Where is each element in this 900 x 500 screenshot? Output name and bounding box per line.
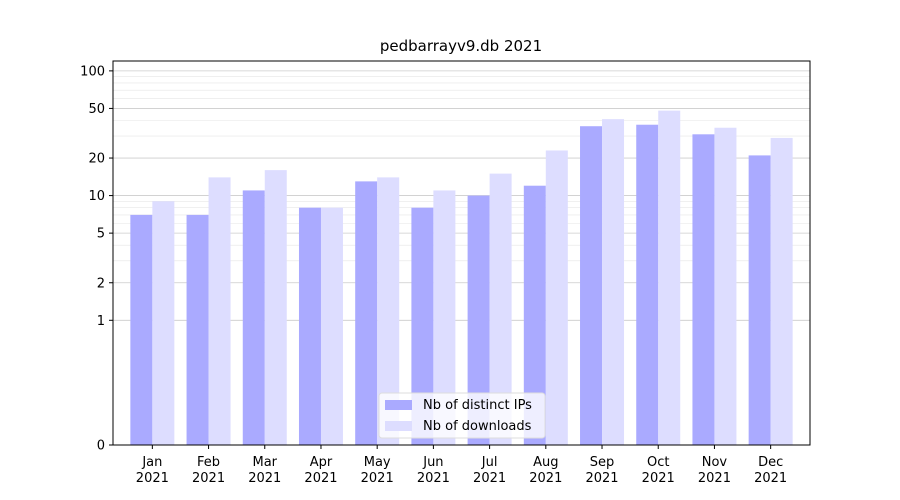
x-tick-label: 2021 xyxy=(136,471,169,486)
bar-distinct-ips xyxy=(187,215,209,445)
bar-downloads xyxy=(602,119,624,445)
y-tick-label: 5 xyxy=(97,227,105,242)
bar-downloads xyxy=(771,138,793,445)
x-tick-label: Jan xyxy=(141,455,162,470)
legend: Nb of distinct IPs Nb of downloads xyxy=(379,393,545,438)
bar-downloads xyxy=(209,177,231,445)
x-tick-label: Feb xyxy=(197,455,220,470)
bar-downloads xyxy=(546,150,568,445)
bar-downloads xyxy=(714,128,736,445)
x-tick-label: Apr xyxy=(310,455,333,470)
y-tick-label: 50 xyxy=(88,102,105,117)
bar-distinct-ips xyxy=(299,208,321,445)
legend-label: Nb of downloads xyxy=(423,419,532,434)
bar-distinct-ips xyxy=(749,155,771,445)
x-tick-label: 2021 xyxy=(754,471,787,486)
x-tick-label: Aug xyxy=(533,455,558,470)
legend-label: Nb of distinct IPs xyxy=(423,398,532,413)
bar-distinct-ips xyxy=(636,125,658,445)
y-tick-label: 20 xyxy=(88,152,105,167)
bar-downloads xyxy=(265,170,287,445)
bar-distinct-ips xyxy=(355,181,377,445)
x-tick-label: Jun xyxy=(422,455,443,470)
legend-swatch xyxy=(385,400,412,410)
x-tick-label: 2021 xyxy=(417,471,450,486)
bar-downloads xyxy=(658,111,680,445)
x-tick-label: 2021 xyxy=(585,471,618,486)
y-tick-label: 0 xyxy=(97,439,105,454)
x-axis: Jan2021Feb2021Mar2021Apr2021May2021Jun20… xyxy=(136,445,787,486)
bar-downloads xyxy=(152,201,174,445)
chart-title: pedbarrayv9.db 2021 xyxy=(380,37,542,55)
x-tick-label: 2021 xyxy=(473,471,506,486)
x-tick-label: 2021 xyxy=(642,471,675,486)
y-tick-label: 100 xyxy=(80,64,105,79)
x-tick-label: Oct xyxy=(647,455,669,470)
x-tick-label: Mar xyxy=(253,455,278,470)
x-tick-label: 2021 xyxy=(361,471,394,486)
y-axis: 0 1 2 5 10 20 50 100 xyxy=(80,64,113,453)
bar-distinct-ips xyxy=(580,126,602,445)
bar-downloads xyxy=(321,208,343,445)
x-tick-label: Nov xyxy=(702,455,728,470)
x-tick-label: Jul xyxy=(481,455,498,470)
bar-distinct-ips xyxy=(130,215,152,445)
x-tick-label: 2021 xyxy=(304,471,337,486)
x-tick-label: 2021 xyxy=(192,471,225,486)
y-tick-label: 2 xyxy=(97,276,105,291)
x-tick-label: 2021 xyxy=(529,471,562,486)
x-tick-label: Dec xyxy=(758,455,783,470)
y-tick-label: 1 xyxy=(97,314,105,329)
x-tick-label: 2021 xyxy=(698,471,731,486)
x-tick-label: 2021 xyxy=(248,471,281,486)
bar-distinct-ips xyxy=(692,134,714,445)
x-tick-label: Sep xyxy=(590,455,615,470)
legend-swatch xyxy=(385,421,412,431)
x-tick-label: May xyxy=(364,455,391,470)
y-tick-label: 10 xyxy=(88,189,105,204)
bar-distinct-ips xyxy=(243,190,265,445)
